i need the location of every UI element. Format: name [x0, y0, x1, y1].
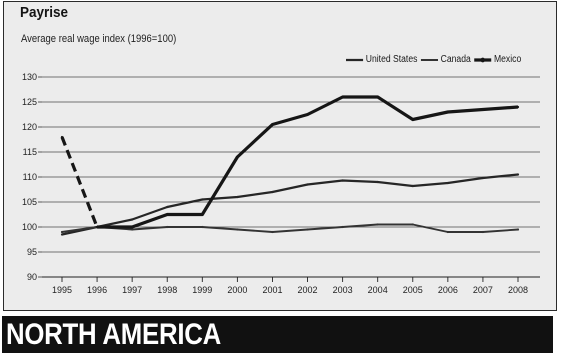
data-point-canada [201, 225, 204, 229]
data-point-canada [516, 228, 520, 231]
data-point-mexico [236, 155, 239, 159]
x-tick-label: 2003 [333, 285, 353, 295]
data-point-united-states [271, 190, 274, 194]
legend-swatch-united-states [346, 58, 364, 61]
x-tick-label: 1998 [157, 285, 177, 295]
y-tick-label: 95 [27, 247, 37, 257]
x-tick-label: 2008 [508, 285, 528, 295]
series-line-mexico-dashed-segment [60, 136, 99, 228]
y-tick-label: 105 [22, 197, 37, 207]
legend-label-mexico: Mexico [493, 54, 522, 65]
legend-item-united-states: United States [346, 54, 417, 65]
x-tick-label: 2001 [262, 285, 282, 295]
data-point-canada [306, 228, 309, 231]
chart-legend: United States Canada Mexico [346, 54, 521, 65]
region-banner-label: NORTH AMERICA [6, 318, 221, 351]
y-tick-label: 125 [22, 97, 37, 107]
data-point-canada [341, 225, 344, 229]
legend-label-canada: Canada [440, 54, 471, 65]
chart-subtitle: Average real wage index (1996=100) [21, 33, 177, 45]
data-point-united-states [341, 179, 344, 182]
data-point-united-states [201, 198, 204, 201]
legend-item-mexico: Mexico [474, 54, 521, 65]
chart-panel [3, 1, 557, 311]
data-point-united-states [60, 233, 64, 236]
data-point-united-states [236, 195, 239, 199]
data-point-united-states [516, 173, 520, 176]
data-point-united-states [411, 184, 414, 188]
data-point-mexico [376, 95, 379, 99]
y-tick-label: 120 [22, 122, 37, 132]
y-tick-label: 90 [27, 272, 37, 282]
y-tick-label: 130 [22, 72, 37, 82]
data-point-mexico [60, 135, 64, 139]
data-point-united-states [306, 183, 309, 186]
data-point-canada [131, 228, 134, 231]
legend-label-united-states: United States [365, 54, 418, 65]
x-tick-label: 2005 [403, 285, 423, 295]
x-tick-label: 1996 [87, 285, 107, 295]
y-tick-label: 110 [23, 172, 37, 182]
data-point-mexico [516, 105, 520, 109]
x-tick-label: 2000 [227, 285, 247, 295]
x-tick-label: 2007 [473, 285, 493, 295]
data-point-canada [411, 223, 414, 226]
series-line-canada [61, 223, 519, 233]
data-point-canada [236, 228, 239, 231]
data-point-canada [376, 223, 379, 226]
legend-swatch-canada [420, 58, 439, 61]
data-point-canada [271, 230, 274, 234]
x-tick-label: 1995 [52, 285, 72, 295]
chart-title: Payrise [20, 4, 69, 21]
data-point-mexico [166, 213, 169, 216]
data-point-mexico [446, 110, 449, 114]
x-tick-label: 1999 [192, 285, 212, 295]
data-point-united-states [166, 205, 169, 209]
x-tick-label: 2004 [368, 285, 388, 295]
legend-swatch-mexico [474, 57, 492, 62]
data-point-mexico [131, 225, 134, 229]
data-point-canada [446, 230, 449, 234]
data-point-mexico [271, 123, 274, 126]
region-banner: NORTH AMERICA [2, 316, 553, 353]
data-point-canada [60, 230, 64, 234]
x-tick-label: 2002 [298, 285, 318, 295]
data-point-united-states [131, 218, 134, 221]
x-tick-label: 2006 [438, 285, 458, 295]
data-point-canada [166, 225, 169, 229]
data-point-united-states [481, 176, 485, 180]
data-point-mexico [306, 113, 309, 116]
data-point-mexico [201, 213, 204, 216]
data-point-mexico [341, 95, 344, 99]
legend-item-canada: Canada [420, 54, 471, 65]
series-line-mexico [97, 95, 519, 229]
x-tick-label: 1997 [122, 285, 142, 295]
y-tick-label: 100 [22, 222, 37, 232]
data-point-canada [481, 230, 485, 234]
series-line-united-states [61, 173, 519, 236]
data-point-mexico [95, 225, 99, 229]
data-point-united-states [376, 180, 379, 184]
y-tick-label: 115 [23, 147, 37, 157]
data-point-mexico [481, 108, 485, 111]
data-point-mexico [411, 118, 414, 121]
data-point-united-states [446, 181, 449, 185]
